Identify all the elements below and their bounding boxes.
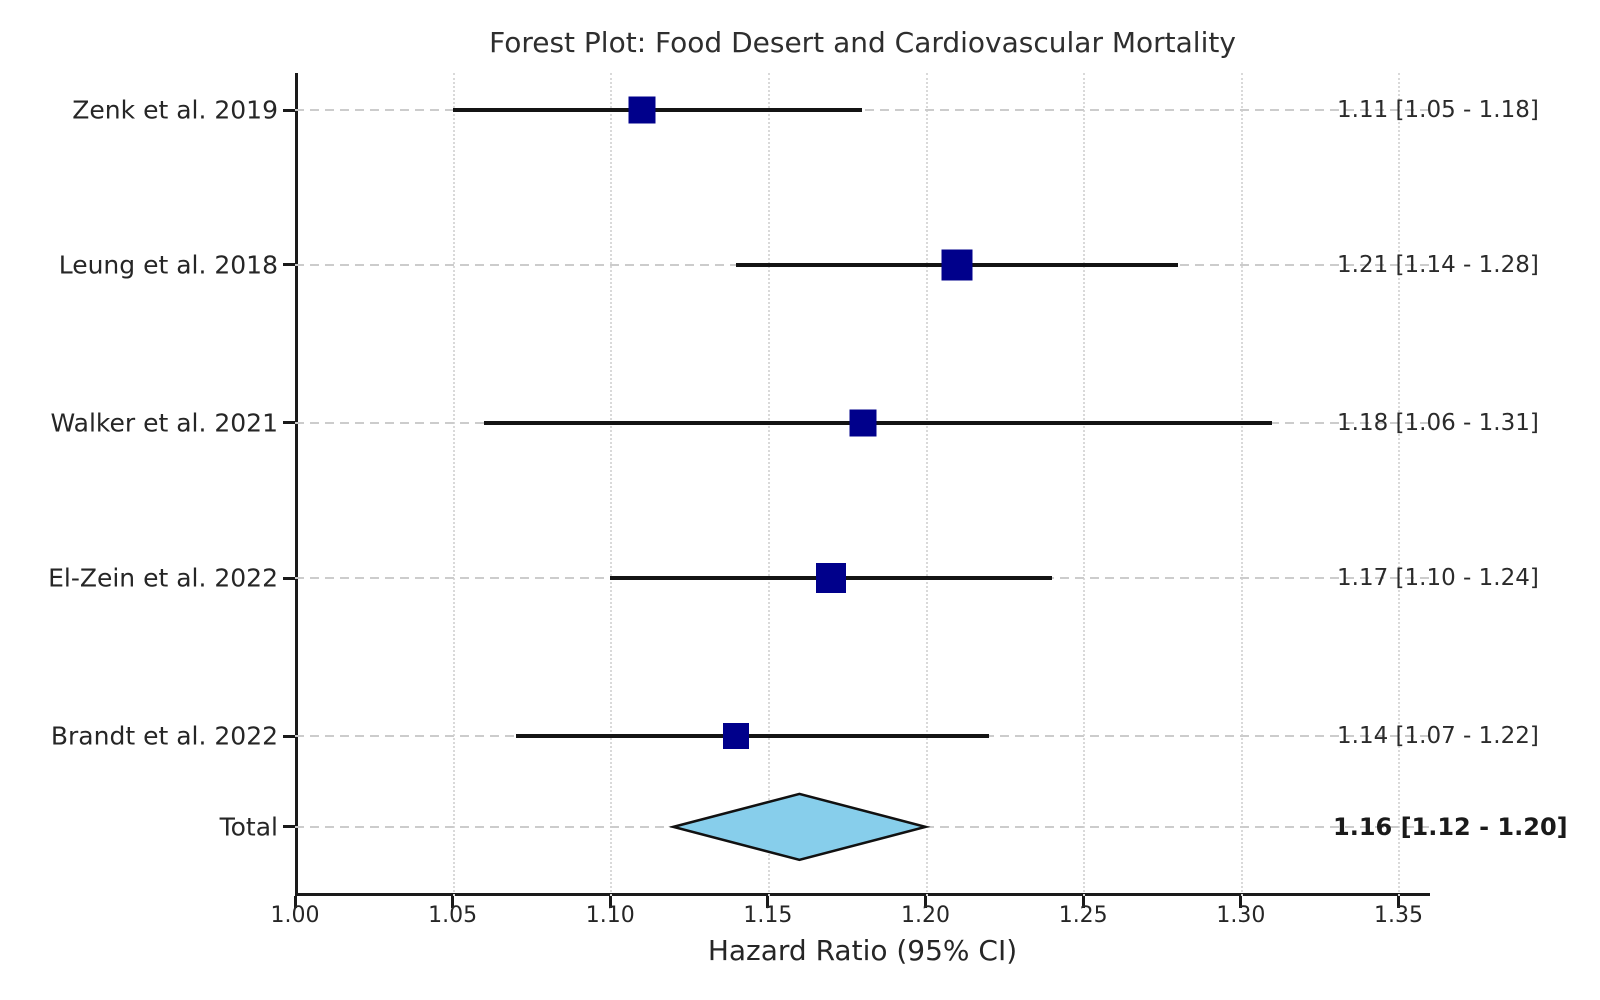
- x-tick-label: 1.25: [1058, 903, 1108, 928]
- vertical-gridline: [1398, 73, 1401, 896]
- x-tick-mark: [608, 896, 612, 908]
- x-tick-label: 1.10: [585, 903, 635, 928]
- vertical-gridline: [767, 73, 770, 896]
- row-label-total: Total: [219, 812, 278, 842]
- chart-title: Forest Plot: Food Desert and Cardiovascu…: [489, 26, 1236, 59]
- y-tick-mark: [283, 734, 295, 738]
- vertical-gridline: [1083, 73, 1086, 896]
- ci-annotation-total: 1.16 [1.12 - 1.20]: [1333, 812, 1568, 841]
- confidence-interval-line: [515, 734, 989, 739]
- vertical-gridline: [1240, 73, 1243, 896]
- x-tick-label: 1.30: [1216, 903, 1266, 928]
- x-tick-mark: [1239, 896, 1243, 908]
- ci-annotation: 1.14 [1.07 - 1.22]: [1337, 723, 1539, 750]
- x-tick-label: 1.35: [1373, 903, 1423, 928]
- ci-annotation: 1.11 [1.05 - 1.18]: [1337, 97, 1539, 124]
- ci-annotation: 1.17 [1.10 - 1.24]: [1337, 565, 1539, 592]
- y-tick-mark: [283, 108, 295, 112]
- x-tick-mark: [924, 896, 928, 908]
- hazard-ratio-marker: [849, 409, 876, 437]
- ci-annotation: 1.21 [1.14 - 1.28]: [1337, 251, 1539, 278]
- vertical-gridline: [925, 73, 928, 896]
- confidence-interval-line: [484, 420, 1273, 425]
- row-label-study: Leung et al. 2018: [58, 250, 278, 280]
- hazard-ratio-marker: [941, 249, 973, 281]
- x-tick-label: 1.05: [428, 903, 478, 928]
- x-tick-mark: [1396, 896, 1400, 908]
- y-tick-mark: [283, 263, 295, 267]
- row-label-study: Zenk et al. 2019: [72, 95, 278, 125]
- y-tick-mark: [283, 576, 295, 580]
- x-tick-mark: [451, 896, 455, 908]
- horizontal-gridline: [295, 109, 1430, 112]
- y-tick-mark: [283, 825, 295, 829]
- horizontal-gridline: [295, 825, 1430, 828]
- vertical-gridline: [452, 73, 455, 896]
- row-label-study: El-Zein et al. 2022: [48, 563, 278, 593]
- ci-annotation: 1.18 [1.06 - 1.31]: [1337, 409, 1539, 436]
- hazard-ratio-marker: [628, 96, 656, 124]
- confidence-interval-line: [452, 108, 863, 113]
- row-label-study: Brandt et al. 2022: [50, 721, 278, 751]
- hazard-ratio-marker: [723, 723, 750, 750]
- x-tick-mark: [766, 896, 770, 908]
- x-tick-label: 1.15: [743, 903, 793, 928]
- x-tick-mark: [1081, 896, 1085, 908]
- x-axis-label: Hazard Ratio (95% CI): [707, 934, 1018, 967]
- plot-area: [295, 73, 1430, 896]
- hazard-ratio-marker: [815, 563, 846, 594]
- y-tick-mark: [283, 421, 295, 425]
- x-tick-label: 1.20: [901, 903, 951, 928]
- x-tick-mark: [293, 896, 297, 908]
- x-tick-label: 1.00: [270, 903, 320, 928]
- row-label-study: Walker et al. 2021: [50, 408, 279, 438]
- vertical-gridline: [610, 73, 613, 896]
